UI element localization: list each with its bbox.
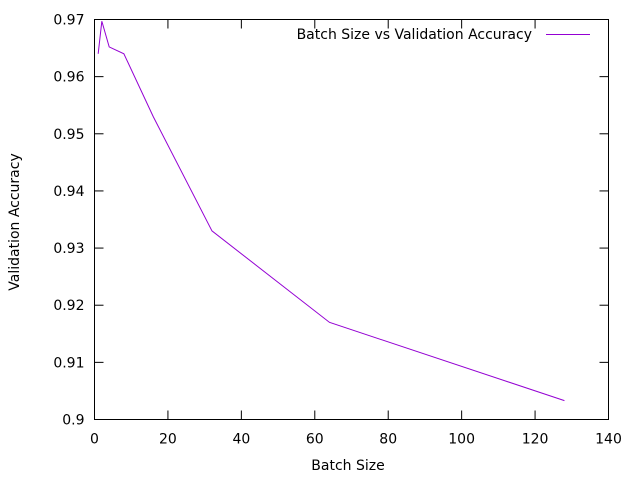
axis-ticks [94, 19, 609, 420]
y-tick-label: 0.9 [62, 413, 84, 429]
series-group [97, 21, 565, 402]
plot-frame [94, 19, 609, 420]
y-tick-label: 0.95 [53, 127, 84, 143]
x-tick-label: 0 [90, 432, 99, 448]
x-tick-label: 80 [379, 432, 397, 448]
x-tick-label: 20 [159, 432, 177, 448]
x-tick-labels: 0 20 40 60 80 100 120 140 [90, 432, 622, 448]
series-line [97, 21, 565, 402]
y-tick-label: 0.94 [53, 184, 84, 200]
y-axis-title: Validation Accuracy [7, 153, 23, 291]
y-tick-label: 0.93 [53, 241, 84, 257]
x-tick-label: 60 [306, 432, 324, 448]
legend-label: Batch Size vs Validation Accuracy [297, 27, 532, 43]
x-axis-title: Batch Size [311, 458, 384, 474]
legend: Batch Size vs Validation Accuracy [297, 27, 590, 43]
y-tick-label: 0.97 [53, 13, 84, 29]
y-tick-label: 0.96 [53, 70, 84, 86]
x-tick-label: 100 [448, 432, 475, 448]
y-tick-label: 0.92 [53, 298, 84, 314]
x-tick-label: 140 [595, 432, 622, 448]
y-tick-labels: 0.9 0.91 0.92 0.93 0.94 0.95 0.96 0.97 [53, 13, 84, 429]
x-tick-label: 40 [232, 432, 250, 448]
y-tick-label: 0.91 [53, 355, 84, 371]
x-tick-label: 120 [522, 432, 549, 448]
